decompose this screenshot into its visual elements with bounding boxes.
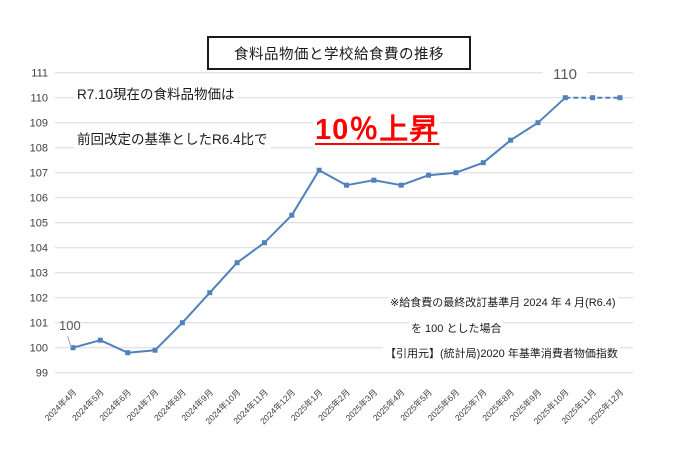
- footnote-line1: ※給食費の最終改訂基準月 2024 年 4 月(R6.4): [388, 294, 618, 310]
- svg-text:110: 110: [30, 93, 48, 105]
- svg-text:109: 109: [30, 118, 48, 130]
- chart-title: 食料品物価と学校給食費の推移: [234, 46, 444, 63]
- svg-text:100: 100: [30, 343, 48, 355]
- svg-text:104: 104: [30, 243, 48, 255]
- footnote-line3: 【引用元】(統計局)2020 年基準消費者物価指数: [383, 345, 620, 361]
- annotation-highlight: 10％上昇: [313, 106, 442, 148]
- footnote-line2: を 100 とした場合: [409, 320, 504, 336]
- svg-text:111: 111: [31, 68, 48, 80]
- start-data-label: 100: [59, 318, 81, 333]
- chart-title-box: 食料品物価と学校給食費の推移: [207, 36, 471, 70]
- annotation-line2: 前回改定の基準としたR6.4比で: [74, 128, 271, 148]
- svg-text:99: 99: [36, 368, 48, 380]
- svg-text:105: 105: [30, 218, 48, 230]
- annotation-line1: R7.10現在の食料品物価は: [74, 83, 238, 103]
- peak-data-label: 110: [543, 66, 587, 83]
- svg-text:108: 108: [30, 143, 48, 155]
- svg-text:106: 106: [30, 193, 48, 205]
- svg-text:103: 103: [30, 268, 48, 280]
- svg-text:107: 107: [30, 168, 48, 180]
- svg-text:102: 102: [30, 293, 48, 305]
- svg-text:101: 101: [30, 318, 48, 330]
